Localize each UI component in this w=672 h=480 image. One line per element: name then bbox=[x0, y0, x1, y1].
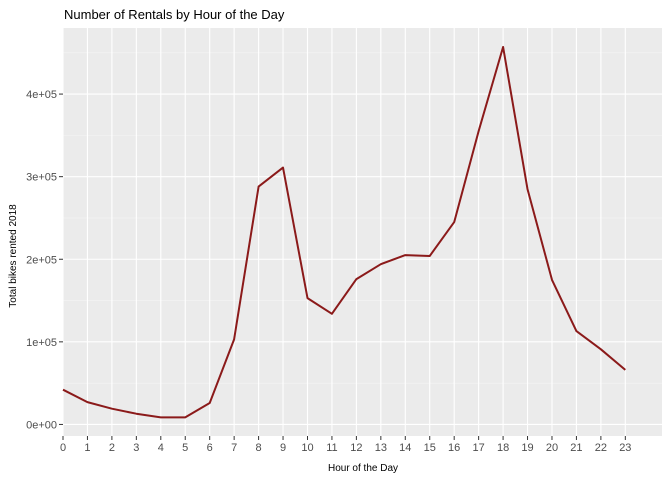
major-gridlines bbox=[62, 28, 662, 436]
x-tick-label: 20 bbox=[546, 442, 558, 454]
y-tick-label: 3e+05 bbox=[26, 172, 57, 184]
x-tick-label: 22 bbox=[595, 442, 607, 454]
x-tick-label: 18 bbox=[497, 442, 509, 454]
x-tick-label: 23 bbox=[619, 442, 631, 454]
x-tick-label: 0 bbox=[60, 442, 66, 454]
x-tick-label: 6 bbox=[207, 442, 213, 454]
x-tick-label: 14 bbox=[399, 442, 411, 454]
y-tick-label: 0e+00 bbox=[26, 419, 57, 431]
x-tick-label: 9 bbox=[280, 442, 286, 454]
x-tick-label: 15 bbox=[424, 442, 436, 454]
x-tick-label: 12 bbox=[350, 442, 362, 454]
y-tick-label: 2e+05 bbox=[26, 254, 57, 266]
x-tick-label: 21 bbox=[570, 442, 582, 454]
series-line bbox=[62, 46, 626, 419]
x-tick-label: 1 bbox=[84, 442, 90, 454]
x-tick-label: 3 bbox=[133, 442, 139, 454]
x-tick-label: 16 bbox=[448, 442, 460, 454]
x-tick-label: 8 bbox=[256, 442, 262, 454]
y-tick-label: 1e+05 bbox=[26, 337, 57, 349]
x-tick-label: 10 bbox=[301, 442, 313, 454]
x-tick-label: 17 bbox=[473, 442, 485, 454]
x-tick-label: 4 bbox=[158, 442, 164, 454]
x-tick-label: 13 bbox=[375, 442, 387, 454]
x-tick-label: 5 bbox=[182, 442, 188, 454]
chart-title: Number of Rentals by Hour of the Day bbox=[64, 7, 285, 22]
x-axis-title: Hour of the Day bbox=[328, 463, 398, 474]
x-tick-label: 7 bbox=[231, 442, 237, 454]
y-axis: 0e+00 1e+05 2e+05 3e+05 4e+05 bbox=[26, 89, 63, 431]
plot-panel bbox=[63, 28, 662, 436]
x-axis: 0 1 2 3 4 5 6 7 8 9 10 11 12 13 14 15 16 17 18 19 20 21 22 23 bbox=[60, 436, 631, 454]
y-tick-label: 4e+05 bbox=[26, 89, 57, 101]
y-axis-title: Total bikes rented 2018 bbox=[8, 204, 19, 308]
x-tick-label: 19 bbox=[521, 442, 533, 454]
x-tick-label: 2 bbox=[109, 442, 115, 454]
x-tick-label: 11 bbox=[326, 442, 337, 454]
